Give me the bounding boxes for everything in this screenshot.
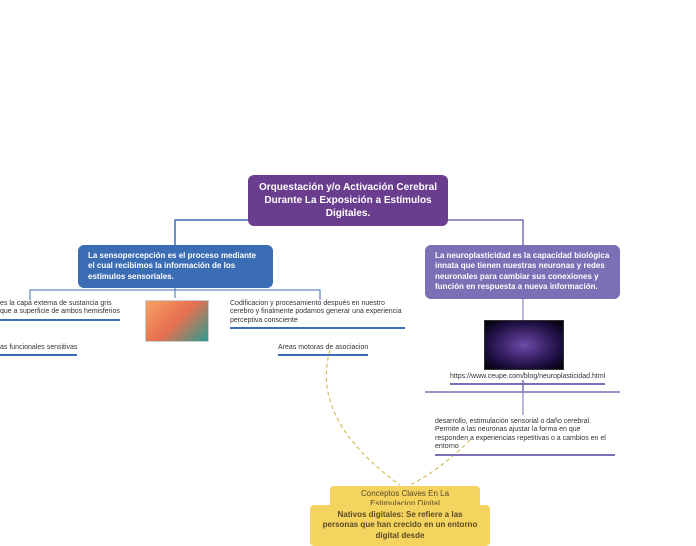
- left-main-text: La sensopercepción es el proceso mediant…: [88, 251, 256, 281]
- right-link: https://www.ceupe.com/blog/neuroplastici…: [450, 373, 600, 385]
- left-sub2: Codificacion y procesamiento después en …: [230, 300, 405, 329]
- left-sub3: as funcionales sensitivas: [0, 344, 100, 356]
- root-node: Orquestación y/o Activación Cerebral Dur…: [248, 175, 448, 226]
- right-sub1: desarrollo, estimulación sensorial o dañ…: [435, 418, 615, 456]
- left-main-node: La sensopercepción es el proceso mediant…: [78, 245, 273, 288]
- left-sub4: Areas motoras de asociacion: [278, 344, 398, 356]
- natives-node: Nativos digitales: Se refiere a las pers…: [310, 505, 490, 546]
- sensory-image: [145, 300, 209, 342]
- natives-text: Nativos digitales: Se refiere a las pers…: [323, 510, 478, 540]
- right-main-text: La neuroplasticidad es la capacidad biol…: [435, 251, 609, 291]
- root-title: Orquestación y/o Activación Cerebral Dur…: [259, 182, 437, 219]
- left-sub1: es la capa externa de sustancia gris que…: [0, 300, 120, 321]
- right-main-node: La neuroplasticidad es la capacidad biol…: [425, 245, 620, 299]
- brain-image: [484, 320, 564, 370]
